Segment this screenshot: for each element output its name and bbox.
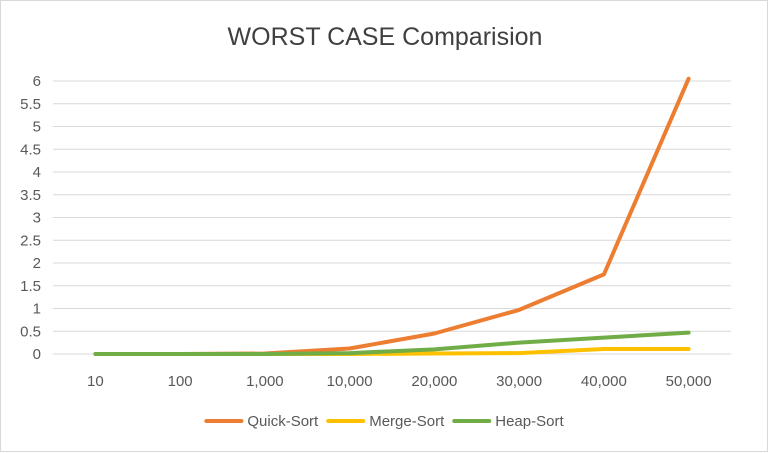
y-tick-label: 2.5 (20, 232, 41, 249)
x-axis-ticks: 10 100 1,000 10,000 20,000 30,000 40,000 50,000 (87, 373, 712, 390)
legend-item: Heap-Sort (452, 413, 564, 430)
legend: Quick-Sort Merge-Sort Heap-Sort (204, 413, 564, 430)
series-lines (93, 76, 691, 356)
legend-label: Merge-Sort (369, 413, 445, 430)
series-line-quick-sort (93, 76, 691, 356)
y-tick-label: 5.5 (20, 96, 41, 113)
y-tick-label: 2 (33, 255, 41, 272)
x-tick-label: 50,000 (666, 373, 712, 390)
x-tick-label: 30,000 (496, 373, 542, 390)
y-tick-label: 6 (33, 73, 41, 90)
y-tick-label: 4 (33, 164, 41, 181)
legend-label: Heap-Sort (495, 413, 564, 430)
y-tick-label: 1.5 (20, 278, 41, 295)
x-tick-label: 10 (87, 373, 104, 390)
y-tick-label: 3.5 (20, 187, 41, 204)
x-tick-label: 1,000 (246, 373, 284, 390)
legend-item: Merge-Sort (326, 413, 445, 430)
legend-item: Quick-Sort (204, 413, 319, 430)
x-tick-label: 100 (168, 373, 193, 390)
y-tick-label: 0.5 (20, 323, 41, 340)
y-axis-ticks: 0 0.5 1 1.5 2 2.5 3 3.5 4 4.5 5 5.5 6 (20, 73, 41, 363)
series-line-heap-sort (93, 330, 691, 356)
gridlines (53, 80, 731, 355)
x-tick-label: 20,000 (411, 373, 457, 390)
y-tick-label: 0 (33, 346, 41, 363)
y-tick-label: 4.5 (20, 141, 41, 158)
legend-label: Quick-Sort (247, 413, 319, 430)
y-tick-label: 1 (33, 301, 41, 318)
y-tick-label: 5 (33, 119, 41, 136)
x-tick-label: 40,000 (581, 373, 627, 390)
y-tick-label: 3 (33, 210, 41, 227)
chart-title: WORST CASE Comparision (228, 23, 543, 51)
x-tick-label: 10,000 (327, 373, 373, 390)
